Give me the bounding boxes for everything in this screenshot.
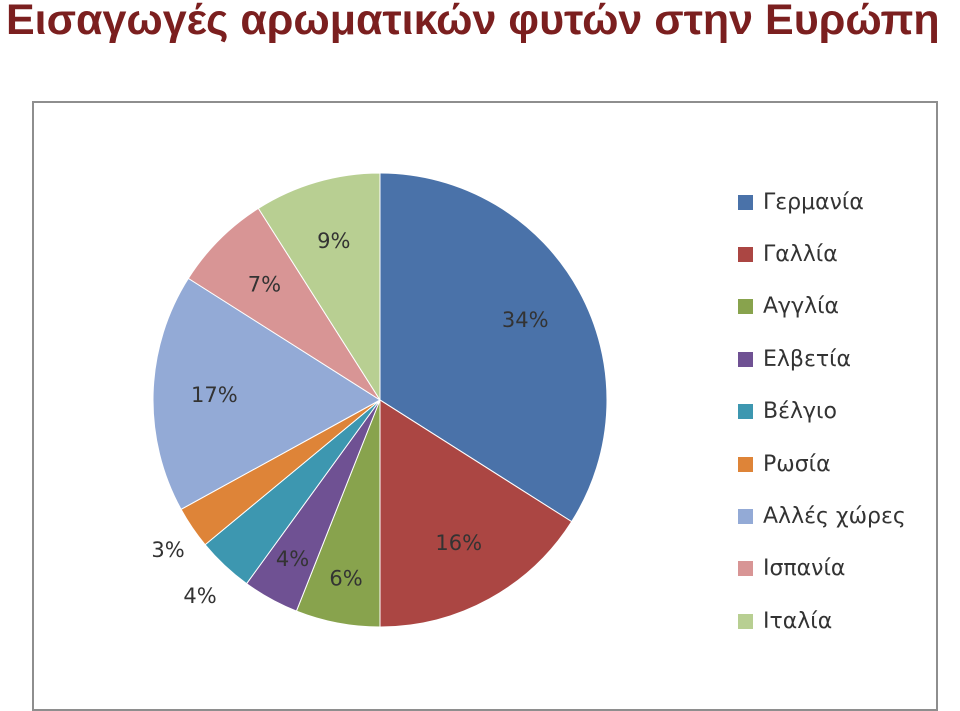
legend-label: Γερμανία [763,189,864,215]
legend-swatch [738,299,753,315]
legend-swatch [738,561,753,577]
legend-item: Ισπανία [738,543,906,595]
legend-label: Ισπανία [763,556,846,582]
legend-item: Αλλές χώρες [738,490,906,542]
slice-label: 34% [502,308,549,332]
slice-label: 6% [329,566,362,590]
slice-label: 9% [317,229,350,253]
legend-swatch [738,509,753,525]
legend-label: Ελβετία [763,346,852,372]
pie-slice [379,399,573,628]
slice-label: 7% [248,272,281,296]
legend-item: Ρωσία [738,438,906,490]
legend-swatch [738,404,753,420]
legend-label: Αγγλία [763,294,840,320]
legend-item: Ιταλία [738,595,906,647]
legend-swatch [738,351,753,367]
pie-slice [257,172,381,402]
legend-swatch [738,247,753,263]
slice-label: 4% [276,547,309,571]
legend-item: Γερμανία [738,176,906,228]
legend-label: Αλλές χώρες [763,504,906,530]
slice-label: 17% [191,383,238,407]
legend-item: Βέλγιο [738,386,906,438]
slice-label: 4% [183,584,216,608]
chart-legend: Γερμανία Γαλλία Αγγλία Ελβετία Βέλγιο Ρωσία Αλ… [738,176,906,648]
slice-label: 3% [151,538,184,562]
legend-label: Ρωσία [763,451,831,477]
pie-slice [152,277,381,511]
legend-swatch [738,194,753,210]
legend-item: Γαλλία [738,228,906,280]
legend-swatch [738,613,753,629]
pie-slice-labels: 34% 16% 6% 4% 4% 3% 17% 7% 9% [151,229,548,608]
legend-label: Γαλλία [763,242,838,268]
legend-label: Βέλγιο [763,399,837,425]
legend-item: Αγγλία [738,281,906,333]
legend-swatch [738,456,753,472]
legend-label: Ιταλία [763,608,833,634]
slide-title: Εισαγωγές αρωματικών φυτών στην Ευρώπη [6,0,940,44]
legend-item: Ελβετία [738,333,906,385]
pie-slice [379,172,608,523]
slice-label: 16% [435,531,482,555]
pie-slices [152,172,608,628]
